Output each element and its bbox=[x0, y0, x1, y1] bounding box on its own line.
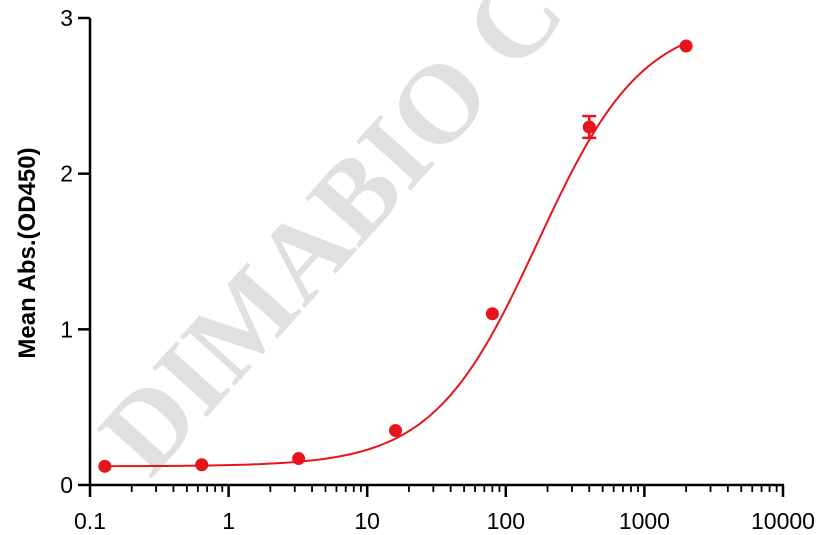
data-point bbox=[98, 459, 112, 473]
y-tick-label: 1 bbox=[60, 316, 73, 342]
watermark-text: DIMABIO CO bbox=[76, 0, 645, 497]
x-tick-label: 10 bbox=[354, 508, 380, 534]
y-tick-label: 2 bbox=[60, 161, 73, 187]
data-point bbox=[388, 424, 402, 438]
x-tick-label: 10000 bbox=[751, 508, 815, 534]
y-axis-title: Mean Abs.(OD450) bbox=[14, 147, 41, 358]
y-tick-label: 0 bbox=[60, 472, 73, 498]
x-tick-label: 0.1 bbox=[74, 508, 106, 534]
x-tick-label: 1000 bbox=[619, 508, 670, 534]
x-tick-label: 1 bbox=[222, 508, 235, 534]
watermark: DIMABIO CO bbox=[76, 0, 645, 497]
data-point bbox=[679, 39, 693, 53]
data-point bbox=[292, 452, 306, 466]
data-point bbox=[485, 307, 499, 321]
data-points bbox=[98, 39, 693, 473]
data-point bbox=[195, 458, 209, 472]
y-tick-label: 3 bbox=[60, 5, 73, 31]
x-tick-label: 100 bbox=[487, 508, 525, 534]
data-point bbox=[582, 120, 596, 134]
axes: 0.1 1 10 100 1000 10000 0 1 2 3 bbox=[60, 5, 815, 534]
